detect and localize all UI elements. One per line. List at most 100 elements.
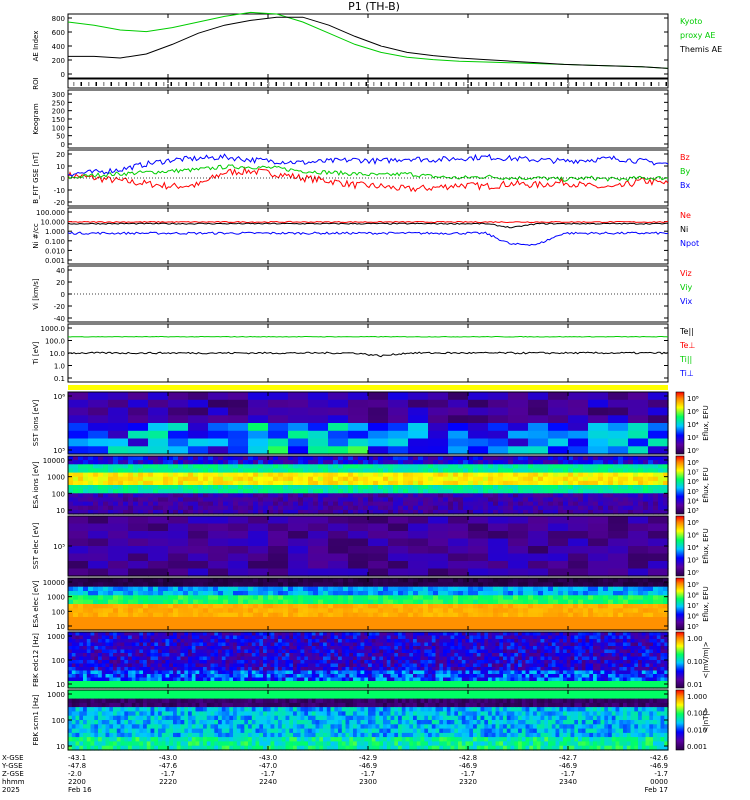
xaxis-row-label: Y-GSE [1,762,23,770]
cbar-tick-fbk_e: 0.01 [687,681,703,689]
roi-mark [538,82,540,86]
ytick-esa_e: 10 [56,623,65,631]
ytick-esa_i: 10 [56,507,65,515]
roi-mark [365,82,367,86]
roi-mark [133,82,135,86]
cbar-tick-sst_i: 10⁸ [687,395,699,403]
cbar-tick-esa_e: 10⁷ [687,602,699,610]
legend-bfield: Bx [680,181,690,190]
roi-mark [238,82,240,86]
series-ni [67,222,669,229]
legend-ae: Themis AE [679,45,722,54]
cbar-tick-sst_i: 10⁶ [687,408,699,416]
ylabel-sst_i: SST ions [eV] [32,399,40,446]
roi-mark [388,82,390,86]
xaxis-tick-label: -46.9 [459,762,477,770]
ytick-keogram: 200 [52,108,65,116]
ytick-vel: -40 [54,315,65,323]
roi-mark [80,82,82,86]
legend-vel: Viy [680,283,693,292]
ytick-esa_i: 100 [52,490,65,498]
ytick-keogram: 150 [52,116,65,124]
ylabel-density: Ni #/cc [32,223,40,248]
ytick-density: 0.010 [45,247,65,255]
roi-mark [395,82,397,86]
xaxis-tick-label: 2320 [459,778,477,786]
ytick-vel: 0 [61,291,65,299]
ytick-keogram: 50 [56,133,65,141]
cbar-label-sst_e: Eflux, EFU [702,528,710,563]
xaxis-tick-label: -43.0 [259,754,277,762]
cbar-tick-esa_e: 10⁹ [687,581,699,589]
spectrogram-esa_e [68,578,669,631]
ytick-temp: 10.0 [49,350,65,358]
xaxis-tick-label: 2240 [259,778,277,786]
xaxis-tick-label: 2220 [159,778,177,786]
legend-ae: proxy AE [680,31,715,40]
spectrogram-sst_e [68,516,669,577]
cbar-tick-sst_i: 10⁰ [687,447,699,455]
roi-mark [553,82,555,86]
xaxis-tick-label: -46.9 [359,762,377,770]
spectrogram-esa_i [68,456,669,515]
roi-mark [178,82,180,86]
roi-mark [260,82,262,86]
spectrogram-fbk_b [68,690,669,751]
legend-ae: Kyoto [680,17,702,26]
xaxis-tick-label: -42.8 [459,754,477,762]
roi-mark [343,82,345,86]
xaxis-row-label: Z-GSE [2,770,24,778]
roi-mark [440,82,442,86]
xaxis-tick-label: -46.9 [650,762,668,770]
ylabel-sst_e: SST elec [eV] [32,522,40,569]
ytick-temp: 0.1 [54,375,65,383]
roi-mark [478,82,480,86]
roi-mark [620,82,622,86]
cbar-tick-sst_e: 10⁴ [687,544,699,552]
roi-mark [605,82,607,86]
roi-mark [470,82,472,86]
roi-mark [418,82,420,86]
ylabel-bfield: B_FIT GSE [nT] [32,152,40,204]
ylabel-fbk_e: FBK edc12 [Hz] [32,633,40,687]
series-te-par [67,335,669,338]
colorbar-esa_i [675,455,685,515]
cbar-tick-sst_e: 10⁶ [687,532,699,540]
roi-mark [275,82,277,86]
colorbar-fbk_e [675,631,685,689]
ytick-fbk_b: 100 [52,717,65,725]
ytick-density: 100.000 [36,209,65,217]
series-npot [67,231,669,247]
cbar-label-fbk_e: <|mV/m|> [702,641,710,678]
ytick-density: 0.001 [45,257,65,265]
cbar-tick-sst_e: 10⁰ [687,569,699,577]
cbar-tick-sst_i: 10⁴ [687,421,699,429]
ytick-temp: 100.0 [45,338,65,346]
roi-mark [665,82,667,86]
ytick-fbk_b: 1000 [47,691,65,699]
cbar-tick-esa_i: 10⁷ [687,469,699,477]
xaxis-tick-label: 2300 [359,778,377,786]
ylabel-fbk_b: FBK scm1 [Hz] [32,694,40,745]
roi-mark [185,82,187,86]
roi-mark [568,82,570,86]
roi-mark [448,82,450,86]
roi-mark [230,82,232,86]
roi-mark [215,82,217,86]
xaxis-tick-label: -42.6 [650,754,669,762]
roi-mark [583,82,585,86]
roi-mark [410,82,412,86]
roi-mark [193,82,195,86]
ytick-bfield: -10 [54,187,65,195]
cbar-tick-sst_e: 10⁸ [687,519,699,527]
ytick-keogram: 0 [61,141,65,149]
ytick-ae: 600 [52,29,65,37]
ytick-keogram: 100 [52,124,65,132]
roi-mark [523,82,525,86]
cbar-tick-fbk_b: 0.100 [687,710,707,718]
roi-mark [658,82,660,86]
ytick-sst_i: 10⁶ [53,393,65,401]
